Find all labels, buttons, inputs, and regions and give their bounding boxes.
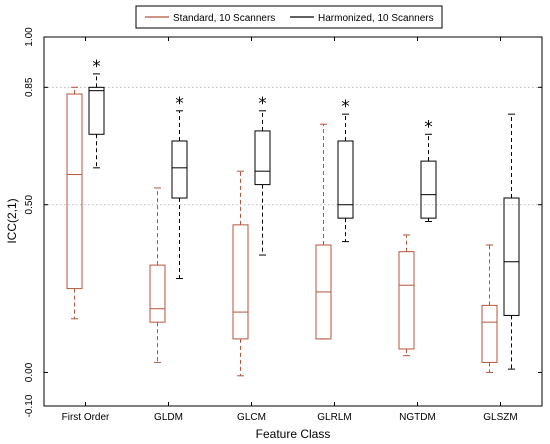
significance-asterisk: * xyxy=(175,94,184,114)
series-harmonized: * * * * * xyxy=(88,57,520,370)
x-tick-label: GLRLM xyxy=(317,412,351,423)
y-tick-label: 1.00 xyxy=(24,27,35,47)
x-tick-label: GLSZM xyxy=(483,412,517,423)
box xyxy=(398,251,415,350)
box xyxy=(171,140,188,199)
legend-frame xyxy=(135,5,443,29)
grid-lines xyxy=(44,86,542,206)
legend: Standard, 10 Scanners Harmonized, 10 Sca… xyxy=(135,5,443,29)
x-tick-label: First Order xyxy=(62,412,110,423)
x-tick-label: NGTDM xyxy=(399,412,436,423)
legend-label-standard: Standard, 10 Scanners xyxy=(173,13,275,24)
y-tick-label: 0.50 xyxy=(24,195,35,215)
box xyxy=(503,197,520,316)
plot-area xyxy=(43,36,543,407)
y-tick-label: -0.10 xyxy=(24,394,35,417)
box xyxy=(88,86,105,135)
x-axis-ticks: First Order GLDM GLCM GLRLM NGTDM GLSZM xyxy=(62,37,518,423)
y-axis-ticks: -0.10 0.00 0.50 0.85 1.00 xyxy=(24,27,542,417)
significance-asterisk: * xyxy=(341,97,350,117)
box-series: * * * * * xyxy=(66,57,520,377)
box xyxy=(481,304,498,363)
box xyxy=(337,140,354,219)
significance-asterisk: * xyxy=(258,94,267,114)
box xyxy=(149,264,166,323)
box xyxy=(420,160,437,219)
box xyxy=(232,224,249,340)
x-axis-title: Feature Class xyxy=(256,427,331,441)
significance-asterisk: * xyxy=(92,57,101,77)
y-tick-label: 0.85 xyxy=(24,77,35,97)
box xyxy=(254,130,271,186)
legend-label-harmonized: Harmonized, 10 Scanners xyxy=(318,13,434,24)
series-standard xyxy=(66,86,498,377)
x-tick-label: GLCM xyxy=(237,412,266,423)
y-tick-label: 0.00 xyxy=(24,362,35,382)
box xyxy=(66,93,83,290)
significance-asterisk: * xyxy=(424,117,433,137)
y-axis-title: ICC(2,1) xyxy=(5,198,19,243)
x-tick-label: GLDM xyxy=(154,412,183,423)
